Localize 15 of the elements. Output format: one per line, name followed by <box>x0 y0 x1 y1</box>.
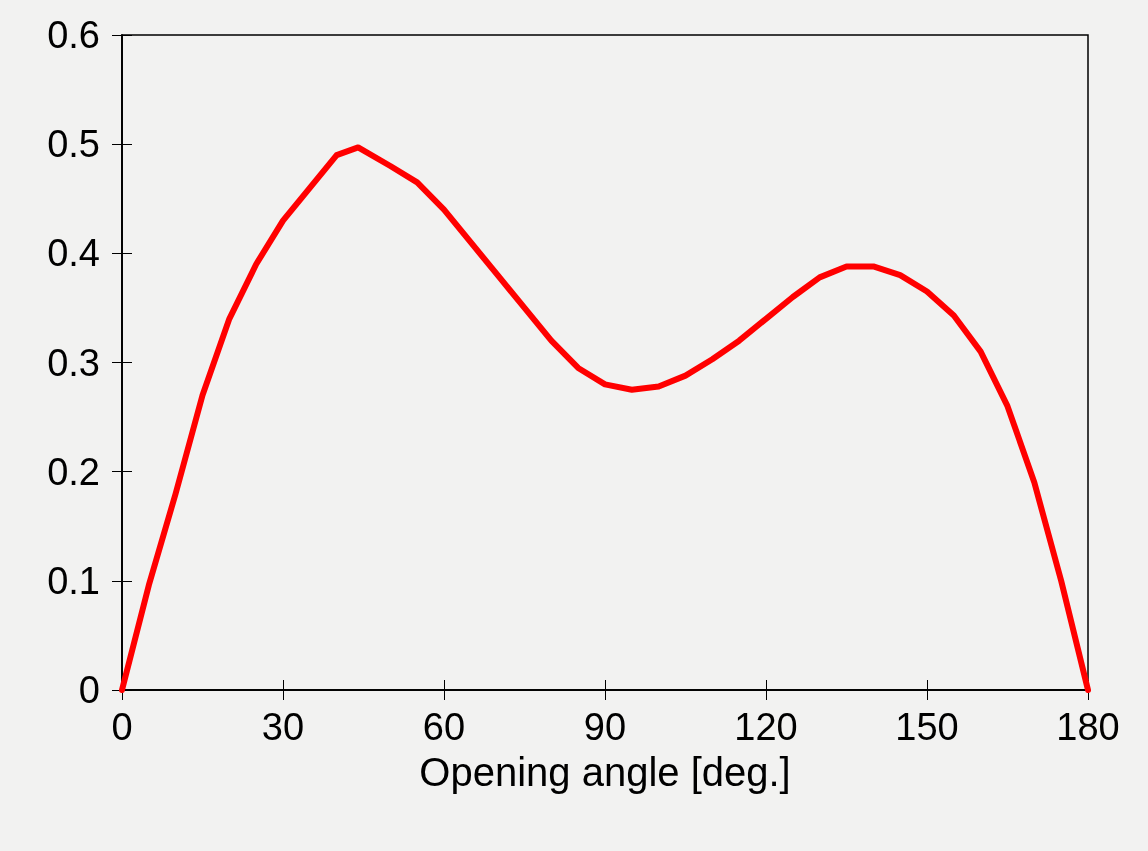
x-tick-label: 180 <box>1056 706 1120 748</box>
y-tick-label: 0 <box>78 669 100 711</box>
x-tick-label: 0 <box>111 706 133 748</box>
y-tick-label: 0.3 <box>47 341 100 384</box>
y-tick-label: 0.5 <box>47 123 100 166</box>
x-tick-label: 60 <box>422 706 466 748</box>
x-tick-label: 30 <box>261 706 305 748</box>
x-tick-label: 120 <box>734 706 798 748</box>
x-tick-label: 150 <box>895 706 959 748</box>
y-tick-label: 0.4 <box>47 232 100 275</box>
y-tick-label: 0.1 <box>47 559 100 602</box>
x-tick-label: 90 <box>583 706 627 748</box>
y-tick-label: 0.2 <box>47 450 100 493</box>
x-axis-title: Opening angle [deg.] <box>419 750 791 794</box>
y-tick-label: 0.6 <box>47 14 100 56</box>
